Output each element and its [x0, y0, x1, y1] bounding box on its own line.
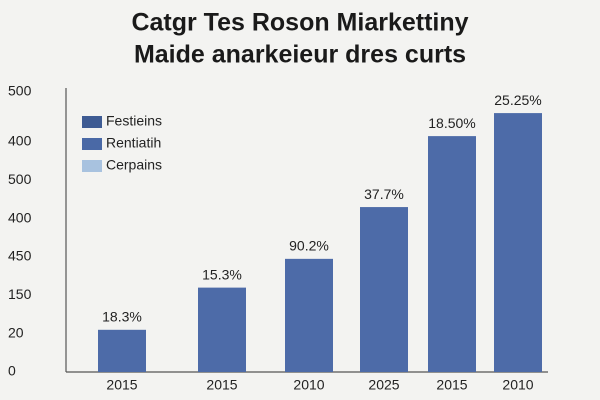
bar-annotation: 18.50%: [428, 115, 475, 131]
y-tick-label: 500: [8, 83, 32, 99]
bar: [198, 287, 246, 372]
x-tick-label: 2015: [106, 377, 137, 393]
legend-label: Festieins: [106, 113, 162, 129]
bar: [98, 329, 146, 372]
y-tick-label: 400: [8, 209, 32, 225]
legend-swatch: [82, 138, 102, 150]
chart-title: Maide anarkeieur dres curts: [134, 41, 466, 69]
legend-swatch: [82, 116, 102, 128]
bar-annotation: 18.3%: [102, 309, 142, 325]
y-tick-label: 500: [8, 171, 32, 187]
x-tick-label: 2010: [293, 377, 324, 393]
bar: [360, 207, 408, 372]
x-tick-label: 2015: [436, 377, 467, 393]
x-tick-label: 2025: [368, 377, 399, 393]
bar-annotation: 37.7%: [364, 186, 404, 202]
legend-swatch: [82, 160, 102, 172]
legend-label: Cerpains: [106, 157, 162, 173]
bar-annotation: 90.2%: [289, 238, 329, 254]
y-tick-label: 150: [8, 286, 32, 302]
y-tick-label: 0: [8, 363, 16, 379]
y-tick-label: 450: [8, 248, 32, 264]
bar-annotation: 15.3%: [202, 266, 242, 282]
bar-annotation: 25.25%: [494, 92, 541, 108]
y-tick-label: 400: [8, 133, 32, 149]
legend-label: Rentiatih: [106, 135, 161, 151]
bar: [285, 258, 333, 372]
x-tick-label: 2015: [206, 377, 237, 393]
bar: [428, 136, 476, 372]
x-tick-label: 2010: [502, 377, 533, 393]
bar: [494, 113, 542, 373]
chart-title: Catgr Tes Roson Miarkettiny: [131, 9, 468, 37]
y-tick-label: 20: [8, 324, 24, 340]
